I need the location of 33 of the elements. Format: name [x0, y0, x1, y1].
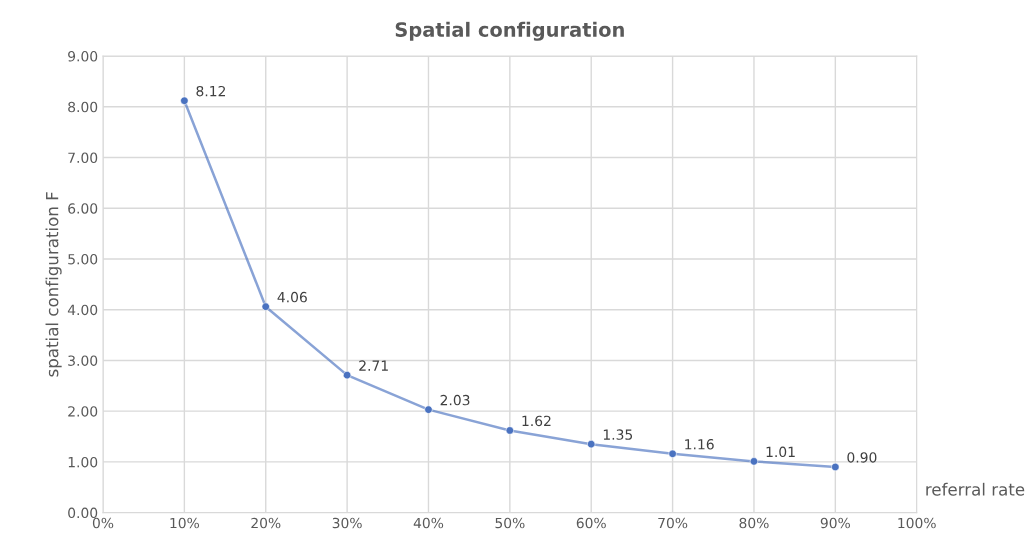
- x-tick-label: 60%: [576, 517, 606, 529]
- x-tick-label: 50%: [495, 517, 525, 529]
- x-tick-label: 80%: [739, 517, 769, 529]
- data-label: 1.16: [685, 438, 714, 450]
- y-tick-label: 7.00: [68, 152, 98, 163]
- y-tick-label: 2.00: [68, 406, 98, 417]
- data-label: 4.06: [277, 291, 307, 303]
- data-label: 0.90: [847, 452, 877, 463]
- x-tick-label: 70%: [658, 517, 688, 529]
- x-tick-label: 100%: [898, 517, 936, 529]
- x-tick-label: 90%: [820, 517, 850, 529]
- y-tick-label: 8.00: [68, 101, 98, 113]
- x-tick-label: 20%: [251, 517, 281, 529]
- data-label: 2.71: [359, 360, 388, 371]
- x-tick-label: 10%: [170, 517, 200, 529]
- data-label: 2.03: [440, 394, 470, 406]
- y-tick-label: 6.00: [68, 203, 98, 214]
- y-axis-title: spatial configuration F: [45, 192, 62, 377]
- data-label: 1.62: [522, 415, 551, 427]
- y-tick-label: 0.00: [68, 507, 98, 519]
- y-tick-label: 5.00: [68, 253, 98, 265]
- data-label: 8.12: [196, 85, 226, 97]
- x-tick-label: 0%: [92, 517, 114, 529]
- y-tick-label: 3.00: [68, 355, 98, 366]
- x-tick-label: 40%: [413, 517, 444, 529]
- y-tick-label: 4.00: [67, 304, 98, 316]
- chart-title: Spatial configuration: [395, 21, 624, 41]
- y-tick-label: 1.00: [68, 456, 98, 468]
- y-tick-label: 9.00: [68, 51, 98, 62]
- x-axis-title: referral rate: [926, 482, 1025, 496]
- data-label: 1.01: [766, 446, 795, 458]
- x-tick-label: 30%: [332, 517, 362, 529]
- data-label: 1.35: [603, 429, 633, 440]
